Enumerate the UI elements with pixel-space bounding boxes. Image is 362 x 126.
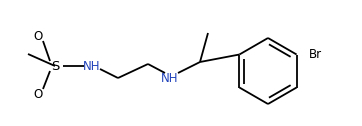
Text: NH: NH: [161, 71, 179, 85]
Text: O: O: [33, 29, 43, 42]
Text: NH: NH: [83, 59, 101, 72]
Text: S: S: [51, 59, 59, 72]
Text: O: O: [33, 87, 43, 101]
Text: Br: Br: [308, 48, 322, 61]
